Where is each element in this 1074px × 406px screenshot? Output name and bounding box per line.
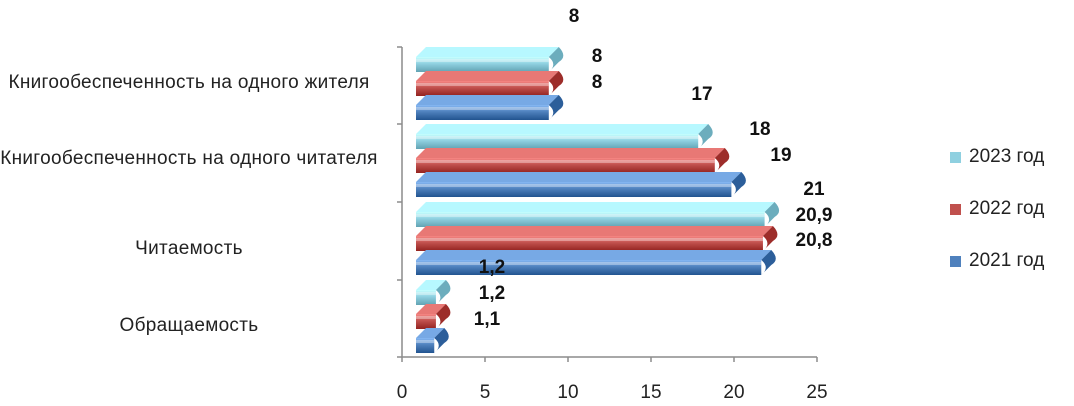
bar-2021-год-cat3 xyxy=(416,328,449,353)
category-label-cat1: Книгообеспеченность на одного читателя xyxy=(0,148,378,169)
bar-face xyxy=(416,182,732,197)
bar-2023-год-cat3 xyxy=(416,280,451,305)
bar-face xyxy=(416,260,762,275)
x-tick-label-1: 5 xyxy=(480,382,491,403)
legend-swatch-2023 xyxy=(950,151,961,163)
legend-item-2021: 2021 год xyxy=(950,235,1044,287)
bar-top xyxy=(416,148,725,158)
bar-2023-год-cat2 xyxy=(416,202,780,227)
bar-top xyxy=(416,202,775,212)
bar-top xyxy=(416,95,559,105)
bar-top xyxy=(416,250,772,260)
bar-highlight xyxy=(416,292,436,295)
bar-2022-год-cat2 xyxy=(416,226,778,251)
bar-face xyxy=(416,105,549,120)
bar-highlight xyxy=(416,340,435,343)
bar-top xyxy=(416,124,709,134)
x-tick-label-2: 10 xyxy=(557,382,578,403)
bar-cap xyxy=(548,71,564,96)
bar-face xyxy=(416,134,699,149)
bar-2023-год-cat1 xyxy=(416,124,713,149)
bar-highlight xyxy=(416,160,715,163)
data-label-2022-год-cat0: 8 xyxy=(592,46,603,67)
bar-highlight xyxy=(416,262,762,265)
bar-top xyxy=(416,304,446,314)
legend-item-2023: 2023 год xyxy=(950,131,1044,183)
bar-cap xyxy=(698,124,713,149)
data-label-2023-год-cat2: 21 xyxy=(803,179,825,200)
legend: 2023 год 2022 год 2021 год xyxy=(950,131,1044,287)
data-label-2021-год-cat3: 1,1 xyxy=(474,309,501,330)
bar-cap xyxy=(731,172,746,197)
data-label-2021-год-cat0: 8 xyxy=(592,72,603,93)
legend-item-2022: 2022 год xyxy=(950,183,1044,235)
bar-highlight xyxy=(416,238,763,241)
bar-2021-год-cat0 xyxy=(416,95,564,120)
x-tick-label-5: 25 xyxy=(806,382,827,403)
x-tick-label-0: 0 xyxy=(397,382,408,403)
bar-cap xyxy=(548,47,564,72)
bar-face xyxy=(416,57,549,72)
bar-top xyxy=(416,172,742,182)
data-label-2021-год-cat2: 20,8 xyxy=(796,230,833,251)
bar-cap xyxy=(434,328,449,353)
bar-highlight xyxy=(416,136,699,139)
x-tick-label-3: 15 xyxy=(640,382,661,403)
data-label-2021-год-cat1: 19 xyxy=(770,145,791,166)
bar-2023-год-cat0 xyxy=(416,47,564,72)
category-label-cat3: Обращаемость xyxy=(119,315,259,336)
legend-swatch-2021 xyxy=(950,255,961,267)
bar-2022-год-cat1 xyxy=(416,148,730,173)
bar-cap xyxy=(435,304,451,329)
bar-face xyxy=(416,338,435,353)
legend-label-2023: 2023 год xyxy=(969,146,1045,167)
bar-top xyxy=(416,280,446,290)
bar-highlight xyxy=(416,59,549,62)
bar-cap xyxy=(714,148,730,173)
data-label-2022-год-cat3: 1,2 xyxy=(479,283,505,304)
bar-face xyxy=(416,314,436,329)
data-label-2023-год-cat0: 8 xyxy=(569,6,580,27)
data-label-2023-год-cat1: 17 xyxy=(691,84,712,105)
bar-cap xyxy=(548,95,564,120)
data-label-2022-год-cat2: 20,9 xyxy=(796,205,833,226)
bar-face xyxy=(416,290,436,305)
bar-cap xyxy=(435,280,451,305)
bar-cap xyxy=(764,202,780,227)
bar-highlight xyxy=(416,184,732,187)
bar-highlight xyxy=(416,214,765,217)
bar-face xyxy=(416,212,765,227)
legend-label-2021: 2021 год xyxy=(969,250,1045,271)
bar-2021-год-cat1 xyxy=(416,172,746,197)
bar-face xyxy=(416,236,763,251)
data-label-2022-год-cat1: 18 xyxy=(749,119,770,140)
bar-highlight xyxy=(416,316,436,319)
bar-highlight xyxy=(416,107,549,110)
bar-cap xyxy=(761,250,776,275)
data-label-2023-год-cat3: 1,2 xyxy=(479,257,505,278)
bar-top xyxy=(416,328,445,338)
bar-face xyxy=(416,158,715,173)
category-label-cat0: Книгообеспеченность на одного жителя xyxy=(8,72,370,93)
bar-top xyxy=(416,47,559,57)
x-tick-label-4: 20 xyxy=(723,382,744,403)
bar-2022-год-cat3 xyxy=(416,304,451,329)
category-label-cat2: Читаемость xyxy=(135,238,243,259)
legend-swatch-2022 xyxy=(950,203,961,215)
legend-label-2022: 2022 год xyxy=(969,198,1045,219)
bar-2022-год-cat0 xyxy=(416,71,564,96)
bar-2021-год-cat2 xyxy=(416,250,776,275)
bar-highlight xyxy=(416,83,549,86)
bar-top xyxy=(416,71,559,81)
bar-cap xyxy=(762,226,778,251)
bar-face xyxy=(416,81,549,96)
bar-top xyxy=(416,226,773,236)
